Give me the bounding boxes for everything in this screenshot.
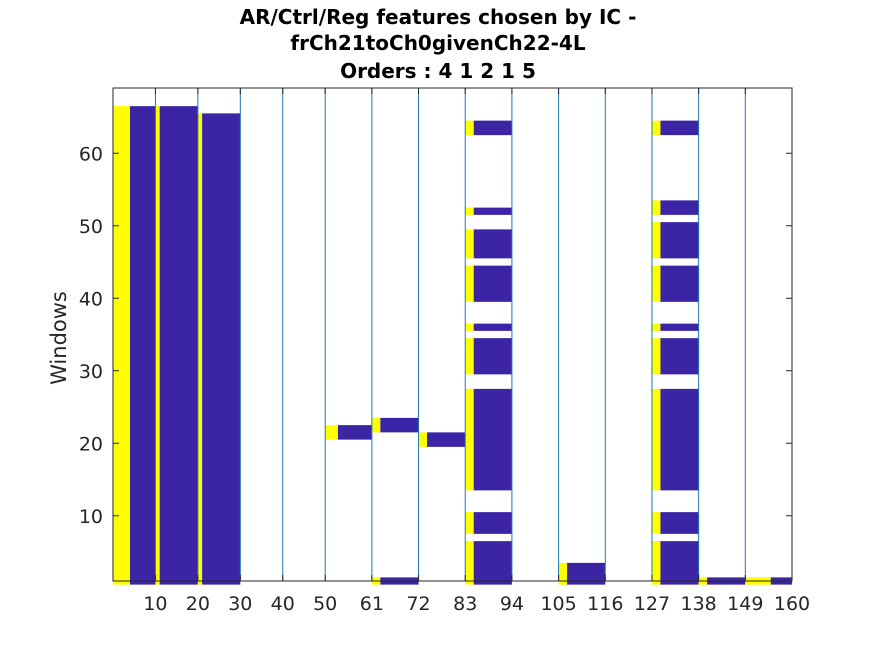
order-cell — [465, 265, 474, 302]
feature-cell — [202, 113, 241, 585]
order-cell — [558, 562, 568, 585]
order-cell — [651, 200, 661, 215]
x-tick-label: 20 — [186, 593, 210, 615]
y-tick-label: 40 — [79, 288, 103, 310]
order-cell — [113, 106, 130, 585]
order-cell — [197, 113, 203, 585]
chart-title-line-1: AR/Ctrl/Reg features chosen by IC - — [240, 5, 637, 29]
feature-cell — [473, 388, 512, 491]
feature-cell — [473, 207, 512, 215]
feature-cell — [660, 323, 699, 331]
feature-cell — [427, 432, 466, 447]
x-tick-label: 30 — [228, 593, 252, 615]
feature-cell — [660, 200, 699, 215]
order-cell — [465, 512, 474, 534]
feature-cell — [660, 541, 699, 585]
order-cell — [371, 417, 381, 433]
x-tick-label: 149 — [727, 593, 763, 615]
order-cell — [155, 106, 160, 585]
order-cell — [465, 207, 474, 215]
order-cell — [651, 323, 661, 331]
order-cell — [465, 338, 474, 375]
feature-cell — [473, 265, 512, 302]
x-tick-label: 83 — [453, 593, 477, 615]
feature-cell — [473, 120, 512, 136]
order-cell — [465, 323, 474, 331]
feature-cell — [473, 323, 512, 331]
feature-cell — [473, 229, 512, 259]
order-cell — [651, 338, 661, 375]
x-tick-label: 61 — [360, 593, 384, 615]
order-cell — [651, 265, 661, 302]
feature-cell — [660, 265, 699, 302]
order-cell — [651, 120, 661, 136]
feature-cell — [660, 222, 699, 259]
feature-cell — [660, 512, 699, 534]
feature-cell — [660, 120, 699, 136]
y-tick-label: 20 — [79, 433, 103, 455]
feature-cell — [473, 512, 512, 534]
feature-cell — [159, 106, 198, 585]
y-tick-label: 60 — [79, 143, 103, 165]
x-tick-label: 50 — [313, 593, 337, 615]
feature-cell — [473, 541, 512, 585]
order-cell — [465, 229, 474, 259]
feature-cell — [473, 338, 512, 375]
order-cell — [465, 388, 474, 491]
x-tick-label: 116 — [587, 593, 623, 615]
feature-cell — [567, 562, 606, 585]
axes: 10 20 30 40 50 61 72 83 94 105 116 127 138 149 160 10 20… — [79, 87, 810, 615]
order-cell — [325, 425, 338, 440]
order-cell — [465, 120, 474, 136]
order-cell — [651, 512, 661, 534]
x-tick-label: 138 — [681, 593, 717, 615]
x-tick-label: 105 — [540, 593, 576, 615]
order-cell — [651, 388, 661, 491]
x-tick-label: 94 — [500, 593, 524, 615]
x-tick-label: 10 — [143, 593, 167, 615]
x-tick-label: 127 — [634, 593, 670, 615]
feature-cell — [129, 106, 156, 585]
feature-cell — [337, 425, 372, 440]
feature-cell — [660, 388, 699, 491]
y-tick-label: 10 — [79, 506, 103, 528]
feature-cell — [660, 338, 699, 375]
order-cell — [651, 541, 661, 585]
order-cell — [465, 541, 474, 585]
x-tick-label: 40 — [271, 593, 295, 615]
y-axis-label: Windows — [47, 291, 71, 385]
group-separators — [154, 88, 793, 581]
y-tick-label: 30 — [79, 361, 103, 383]
y-tick-label: 50 — [79, 216, 103, 238]
chart-title-line-3: Orders : 4 1 2 1 5 — [340, 59, 536, 83]
order-cell — [418, 432, 428, 447]
order-cell — [651, 222, 661, 259]
chart-title-line-2: frCh21toCh0givenCh22-4L — [290, 31, 585, 55]
feature-cell — [380, 417, 419, 433]
axes-box — [112, 87, 793, 582]
x-tick-label: 160 — [774, 593, 810, 615]
heatmap-marks — [113, 106, 792, 585]
x-tick-label: 72 — [406, 593, 430, 615]
